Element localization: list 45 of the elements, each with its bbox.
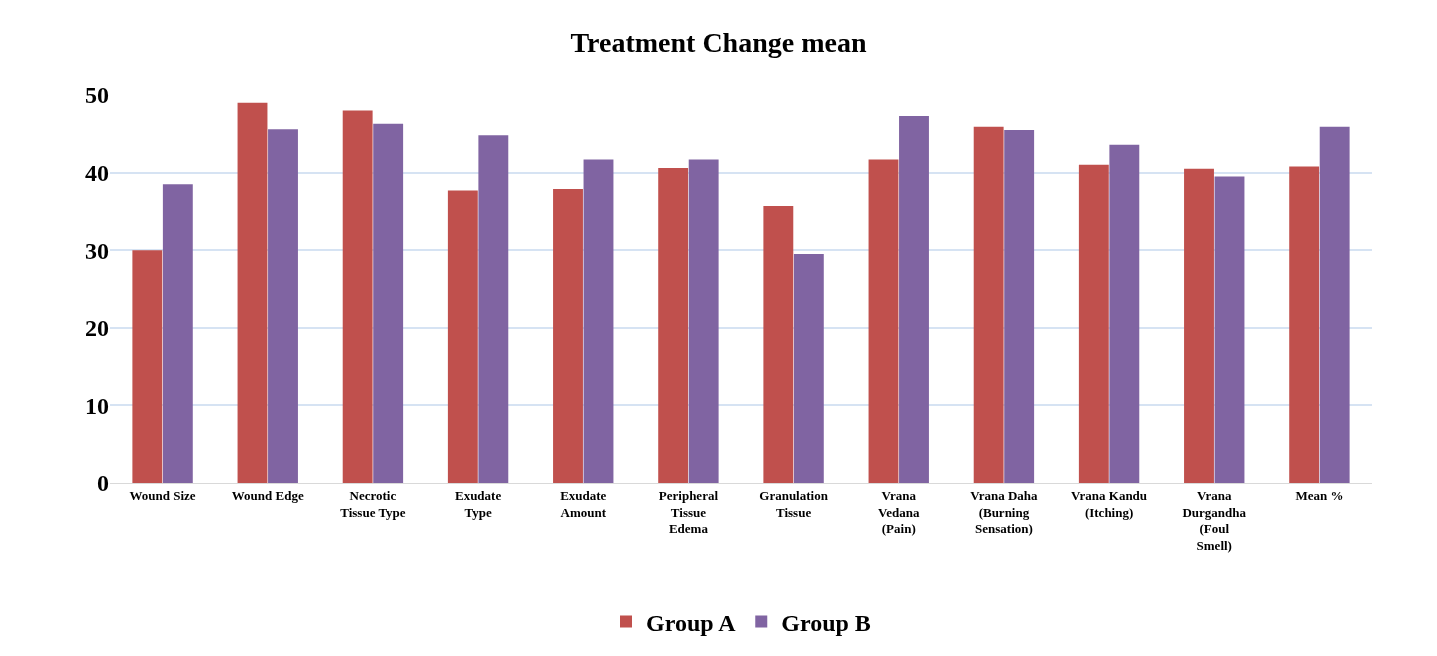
bar: [1004, 129, 1035, 483]
y-tick-label: 0: [97, 470, 109, 497]
x-tick-label: Vrana Daha (Burning Sensation): [970, 487, 1039, 537]
bar: [763, 205, 794, 483]
x-tick-label: Granulation Tissue: [759, 487, 829, 520]
bar: [1109, 144, 1140, 483]
x-tick-label: Mean %: [1295, 487, 1344, 503]
bar: [342, 110, 373, 483]
bar: [1319, 126, 1350, 483]
bar: [868, 159, 899, 483]
x-tick-label: Necrotic Tissue Type: [340, 487, 406, 520]
bar: [899, 115, 929, 483]
bar: [268, 129, 298, 483]
bar: [373, 123, 404, 483]
bar: [973, 126, 1004, 483]
x-tick-label: Vrana Kandu (Itching): [1071, 487, 1148, 520]
bar: [658, 167, 689, 483]
x-tick-label: Exudate Amount: [560, 487, 607, 520]
x-tick-label: Wound Edge: [231, 487, 304, 503]
x-tick-label: Vrana Durgandha (Foul Smell): [1182, 487, 1247, 554]
bar: [793, 254, 824, 483]
x-tick-label: Exudate Type: [454, 487, 502, 520]
bar: [447, 190, 478, 483]
bar: [1214, 176, 1245, 483]
legend-label: Group B: [781, 609, 871, 636]
x-tick-label: Wound Size: [129, 487, 196, 503]
bar: [1078, 164, 1109, 483]
bar: [478, 135, 509, 483]
bar: [132, 250, 163, 483]
y-tick-label: 50: [85, 82, 109, 109]
x-tick-label: Vrana Vedana (Pain): [878, 487, 920, 537]
bar: [688, 159, 719, 483]
y-tick-label: 30: [85, 237, 109, 264]
chart-title: Treatment Change mean: [570, 27, 867, 59]
legend-label: Group A: [646, 609, 737, 636]
bar: [1289, 166, 1320, 483]
y-tick-label: 20: [85, 315, 109, 342]
bar: [237, 102, 268, 483]
x-tick-label: Peripheral Tissue Edema: [658, 487, 719, 537]
y-tick-label: 40: [85, 160, 109, 186]
bar: [553, 188, 583, 483]
bar: [162, 184, 193, 483]
bar: [583, 159, 614, 483]
y-tick-label: 10: [85, 392, 109, 419]
bar: [1184, 168, 1214, 483]
